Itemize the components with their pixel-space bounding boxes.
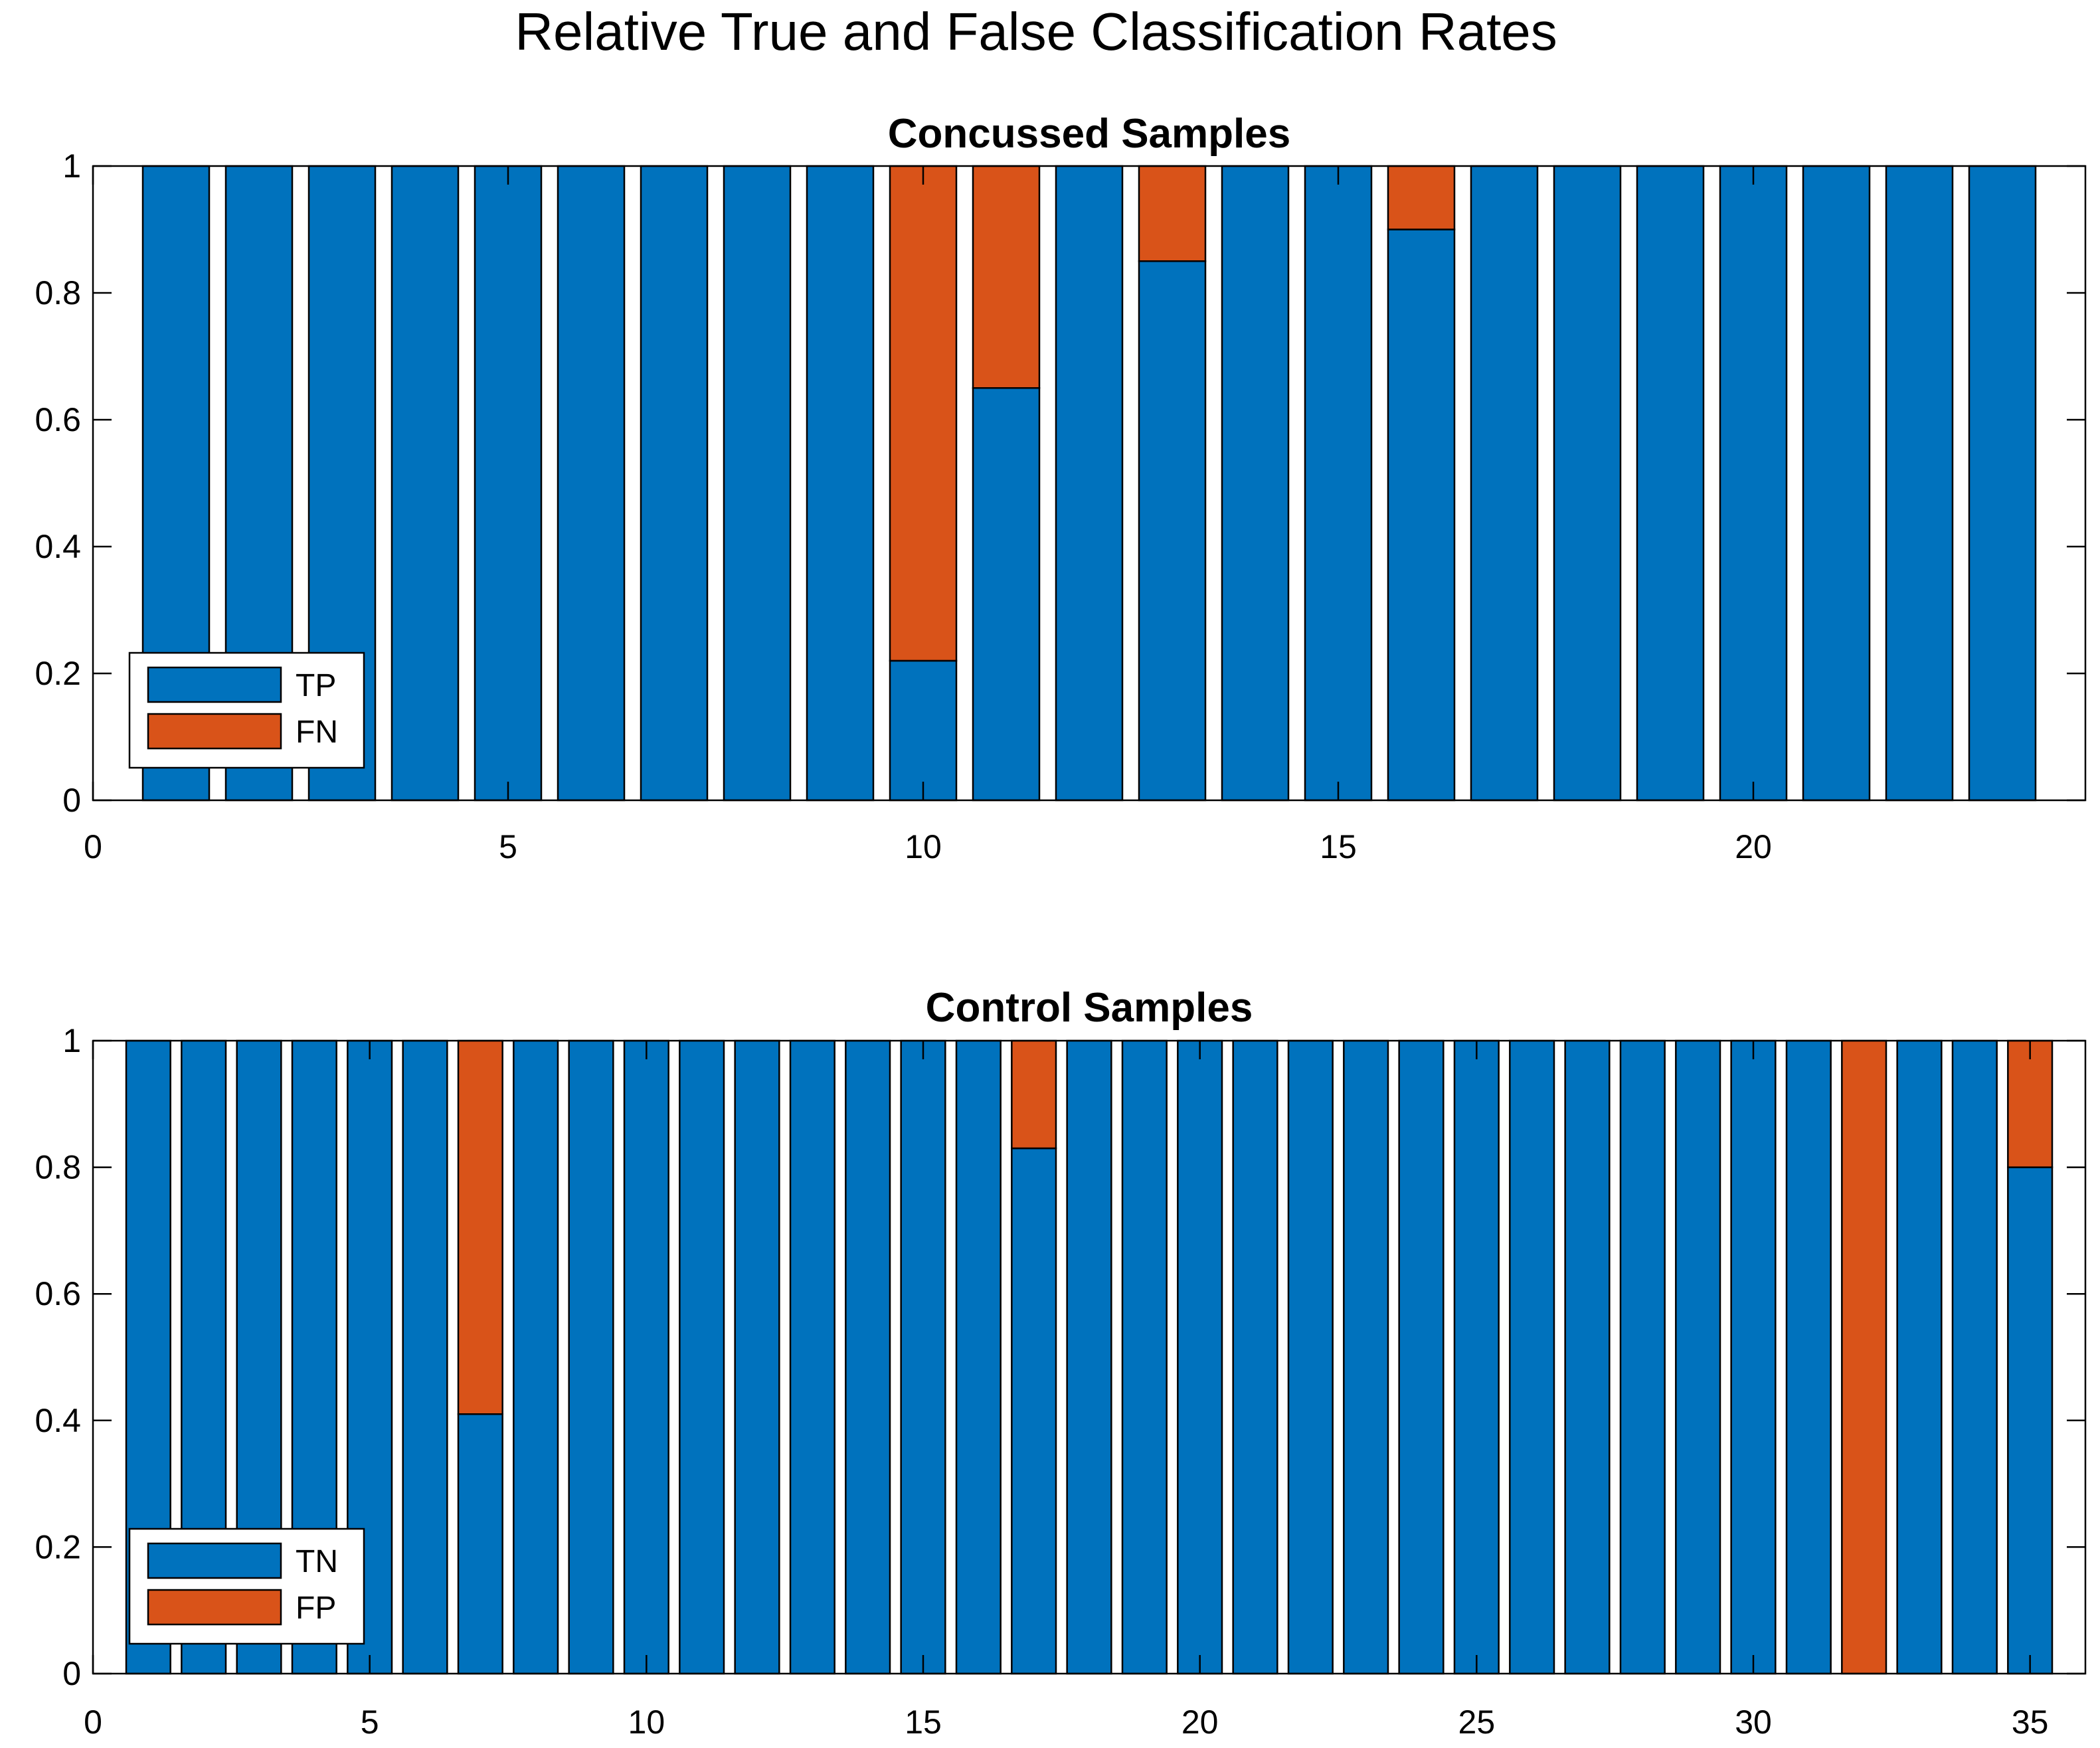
bar-tn-33 [1896,1039,1943,1675]
bar-fp-7 [457,1039,503,1415]
bar-tn-8 [513,1039,559,1675]
legend-label-tp: TP [296,668,336,703]
x-tick-label: 20 [1735,828,1772,865]
legend-label-fp: FP [296,1591,336,1626]
bar-tn-24 [1398,1039,1444,1675]
y-tick-label: 0 [62,1655,81,1692]
bar-tn-16 [955,1039,1002,1675]
bar-tn-28 [1619,1039,1666,1675]
y-tick-label: 1 [62,147,81,185]
bar-tp-19 [1636,165,1705,802]
bar-tn-21 [1232,1039,1278,1675]
bar-tn-31 [1785,1039,1832,1675]
bar-tn-19 [1121,1039,1168,1675]
bar-tp-13 [1138,260,1207,802]
x-tick-label: 15 [905,1704,942,1741]
legend-swatch-tn [147,1542,282,1579]
bar-tp-17 [1470,165,1539,802]
bar-tp-18 [1553,165,1622,802]
bar-tn-9 [568,1039,614,1675]
bar-tn-23 [1343,1039,1389,1675]
bar-fn-10 [889,165,958,662]
bar-tp-16 [1387,228,1456,802]
x-tick-label: 20 [1181,1704,1219,1741]
bar-tp-14 [1221,165,1290,802]
bar-tn-22 [1287,1039,1334,1675]
chart-title: Concussed Samples [888,111,1290,157]
axes-box [92,1039,2087,1675]
bar-tn-27 [1564,1039,1611,1675]
legend-label-fn: FN [296,715,338,750]
y-tick-label: 1 [62,1022,81,1059]
bar-tn-20 [1177,1039,1223,1675]
bar-tn-25 [1453,1039,1500,1675]
bar-fp-32 [1841,1039,1887,1675]
bar-tp-5 [474,165,543,802]
bar-tp-6 [557,165,626,802]
bar-tp-4 [391,165,460,802]
legend-swatch-fp [147,1589,282,1626]
bar-tp-20 [1719,165,1788,802]
y-tick-label: 0.4 [35,528,81,565]
y-tick-label: 0.6 [35,1275,81,1312]
legend-swatch-fn [147,713,282,750]
bar-tn-17 [1011,1147,1057,1675]
x-tick-label: 30 [1735,1704,1772,1741]
bar-tp-12 [1055,165,1124,802]
x-tick-label: 0 [84,828,102,865]
axes-box [92,165,2087,802]
bar-tn-10 [623,1039,669,1675]
bar-tn-15 [900,1039,946,1675]
x-tick-label: 15 [1320,828,1357,865]
y-tick-label: 0 [62,782,81,819]
bar-tp-9 [806,165,875,802]
bar-tp-15 [1304,165,1373,802]
y-tick-label: 0.8 [35,1149,81,1186]
y-tick-label: 0.8 [35,274,81,311]
bar-fn-13 [1138,165,1207,262]
bar-tp-7 [640,165,709,802]
bar-fp-17 [1011,1039,1057,1150]
bar-tp-23 [1968,165,2037,802]
bar-tn-14 [845,1039,891,1675]
chart-title: Control Samples [926,985,1253,1031]
bar-tn-11 [679,1039,725,1675]
bar-tn-29 [1675,1039,1721,1675]
x-tick-label: 35 [2012,1704,2049,1741]
bar-tn-34 [1951,1039,1998,1675]
y-tick-label: 0.6 [35,401,81,438]
bar-tp-21 [1802,165,1871,802]
x-tick-label: 25 [1458,1704,1496,1741]
bar-tn-7 [457,1413,503,1675]
x-tick-label: 5 [361,1704,379,1741]
y-tick-label: 0.4 [35,1402,81,1439]
bar-fn-16 [1387,165,1456,230]
x-tick-label: 0 [84,1704,102,1741]
bar-tp-8 [723,165,792,802]
bar-fn-11 [972,165,1041,389]
bar-tp-22 [1885,165,1954,802]
bar-tn-26 [1509,1039,1555,1675]
y-tick-label: 0.2 [35,1528,81,1565]
bar-tn-13 [789,1039,835,1675]
figure-title: Relative True and False Classification R… [515,2,1557,61]
x-tick-label: 10 [905,828,942,865]
x-tick-label: 10 [628,1704,665,1741]
bar-tn-35 [2007,1166,2054,1675]
bar-tp-11 [972,387,1041,802]
y-tick-label: 0.2 [35,655,81,692]
legend-label-tn: TN [296,1544,338,1579]
bar-tn-6 [402,1039,448,1675]
bar-tn-30 [1730,1039,1777,1675]
bar-tp-10 [889,659,958,802]
bar-tn-18 [1066,1039,1112,1675]
x-tick-label: 5 [499,828,517,865]
legend-swatch-tp [147,666,282,703]
bar-tn-12 [734,1039,780,1675]
bar-fp-35 [2007,1039,2054,1168]
